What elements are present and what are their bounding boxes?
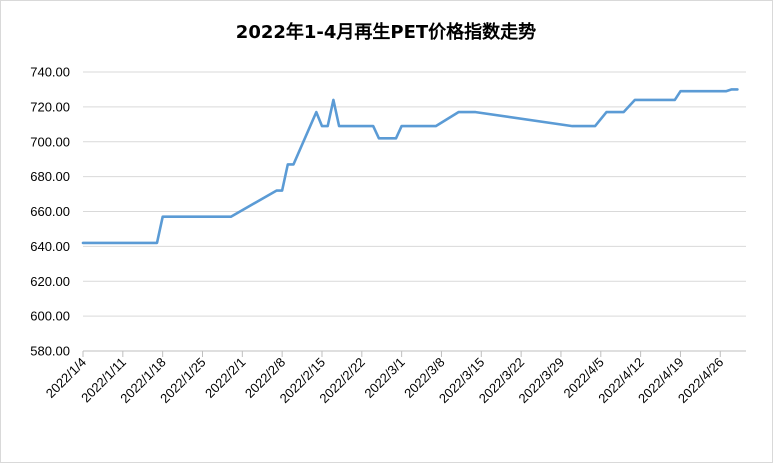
y-tick-label: 620.00 [30, 274, 70, 289]
price-index-line [81, 88, 739, 245]
x-axis-ticks: 2022/1/42022/1/112022/1/182022/1/252022/… [43, 355, 727, 407]
y-tick-label: 580.00 [30, 344, 70, 359]
series-layer [81, 88, 739, 245]
y-tick-label: 740.00 [30, 65, 70, 80]
x-tick-label: 2022/3/1 [361, 355, 407, 401]
x-axis [82, 350, 746, 357]
x-tick-label: 2022/2/1 [202, 355, 248, 401]
y-tick-label: 720.00 [30, 99, 70, 114]
y-axis-ticks: 580.00 600.00 620.00 640.00 660.00 680.00 700.… [30, 65, 70, 359]
y-tick-label: 700.00 [30, 134, 70, 149]
y-tick-label: 660.00 [30, 204, 70, 219]
y-tick-label: 680.00 [30, 169, 70, 184]
chart-title: 2022年1-4月再生PET价格指数走势 [236, 21, 536, 43]
y-tick-label: 600.00 [30, 309, 70, 324]
gridlines [83, 71, 746, 352]
y-tick-label: 640.00 [30, 239, 70, 254]
